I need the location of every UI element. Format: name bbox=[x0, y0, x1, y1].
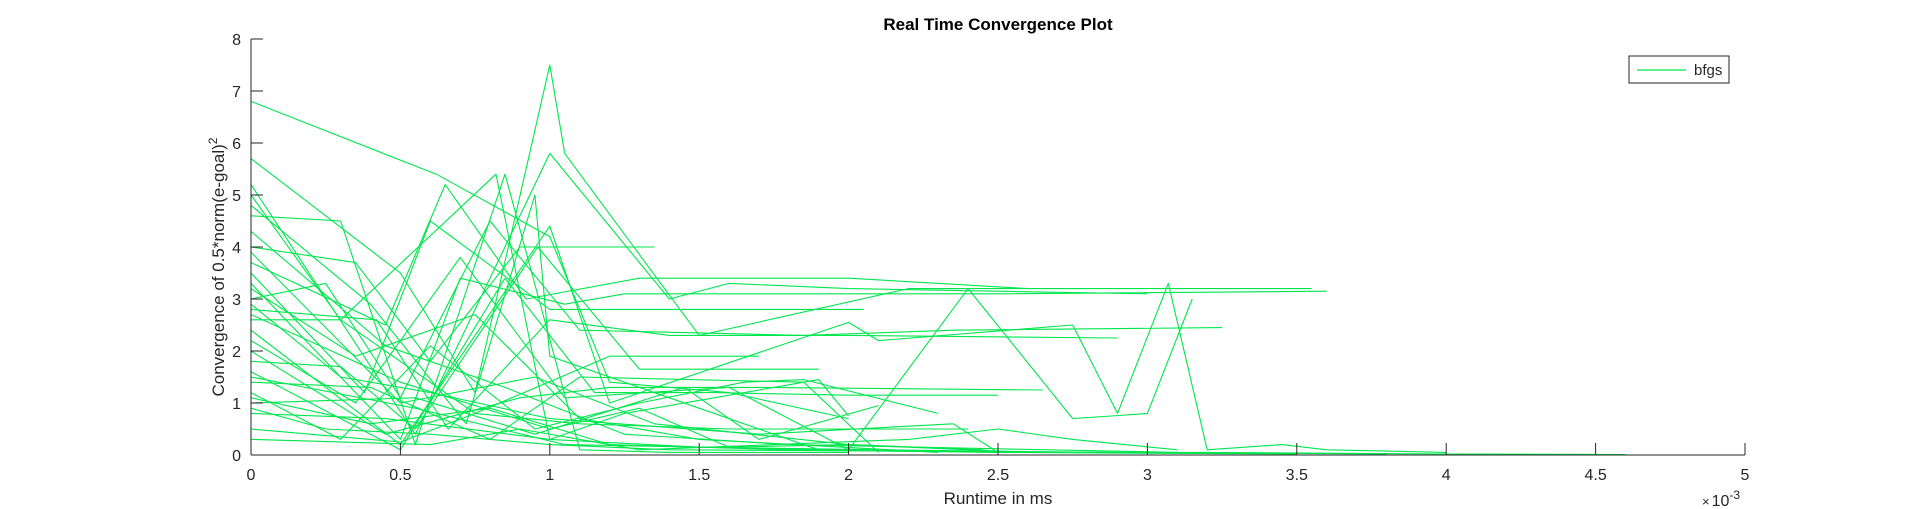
series-line-22 bbox=[250, 379, 850, 440]
legend-entry-bfgs: bfgs bbox=[1694, 62, 1722, 79]
series-line-6 bbox=[250, 173, 849, 453]
y-tick-label-2: 2 bbox=[232, 344, 241, 361]
series-line-31 bbox=[250, 251, 1028, 453]
ticks-layer: 0 0.5 1 1.5 2 2.5 3 3.5 4 4.5 5 0 1 2 3 4 5 6 7 8 bbox=[232, 32, 1749, 484]
series-line-19 bbox=[250, 376, 879, 453]
series-line-21 bbox=[250, 386, 879, 440]
legend: bfgs bbox=[1628, 55, 1730, 84]
x-tick-label-8: 4 bbox=[1442, 467, 1451, 484]
x-tick-label-9: 4.5 bbox=[1584, 467, 1606, 484]
y-tick-label-5: 5 bbox=[232, 188, 241, 205]
x-tick-label-7: 3.5 bbox=[1286, 467, 1308, 484]
series-line-20 bbox=[250, 345, 939, 440]
series-line-11 bbox=[250, 220, 1223, 399]
x-tick-label-3: 1.5 bbox=[688, 467, 710, 484]
chart-title: Real Time Convergence Plot bbox=[883, 15, 1113, 34]
series-line-28 bbox=[250, 288, 939, 453]
x-tick-label-2: 1 bbox=[545, 467, 554, 484]
x-tick-label-4: 2 bbox=[844, 467, 853, 484]
series-line-8 bbox=[250, 184, 1028, 326]
series-line-24 bbox=[250, 428, 1178, 451]
series-line-5 bbox=[250, 194, 819, 451]
series-line-17 bbox=[250, 246, 819, 430]
x-tick-label-10: 5 bbox=[1741, 467, 1750, 484]
series-line-3 bbox=[250, 152, 1148, 435]
x-tick-label-1: 0.5 bbox=[389, 467, 411, 484]
series-line-26 bbox=[250, 397, 1626, 456]
series-line-29 bbox=[250, 230, 1178, 453]
y-axis-label-base: Convergence of 0.5*norm(e-goal) bbox=[209, 144, 228, 396]
series-line-14 bbox=[250, 225, 1447, 453]
y-tick-label-7: 7 bbox=[232, 84, 241, 101]
y-tick-label-1: 1 bbox=[232, 396, 241, 413]
x-tick-label-5: 2.5 bbox=[987, 467, 1009, 484]
x-axis-label: Runtime in ms bbox=[944, 489, 1053, 508]
series-line-2 bbox=[250, 64, 1312, 394]
series-line-9 bbox=[250, 220, 864, 394]
x-multiplier: × 10-3 bbox=[1702, 488, 1740, 509]
x-multiplier-exponent: -3 bbox=[1729, 488, 1740, 502]
series-line-12 bbox=[250, 308, 1118, 430]
y-axis-label: Convergence of 0.5*norm(e-goal)2 bbox=[206, 137, 228, 396]
series-line-4 bbox=[250, 173, 849, 451]
x-tick-label-6: 3 bbox=[1143, 467, 1152, 484]
series-line-10 bbox=[250, 277, 1327, 440]
x-multiplier-sign: × bbox=[1702, 494, 1710, 509]
series-line-16 bbox=[250, 350, 1043, 435]
y-tick-label-6: 6 bbox=[232, 136, 241, 153]
series-layer bbox=[250, 64, 1626, 456]
y-tick-label-3: 3 bbox=[232, 292, 241, 309]
series-line-25 bbox=[250, 303, 1297, 455]
y-axis-label-sup: 2 bbox=[206, 137, 220, 144]
x-tick-label-0: 0 bbox=[247, 467, 256, 484]
y-tick-label-8: 8 bbox=[232, 32, 241, 49]
y-tick-label-0: 0 bbox=[232, 448, 241, 465]
y-tick-label-4: 4 bbox=[232, 240, 241, 257]
x-multiplier-base: 10 bbox=[1712, 493, 1730, 509]
series-line-23 bbox=[250, 412, 969, 443]
